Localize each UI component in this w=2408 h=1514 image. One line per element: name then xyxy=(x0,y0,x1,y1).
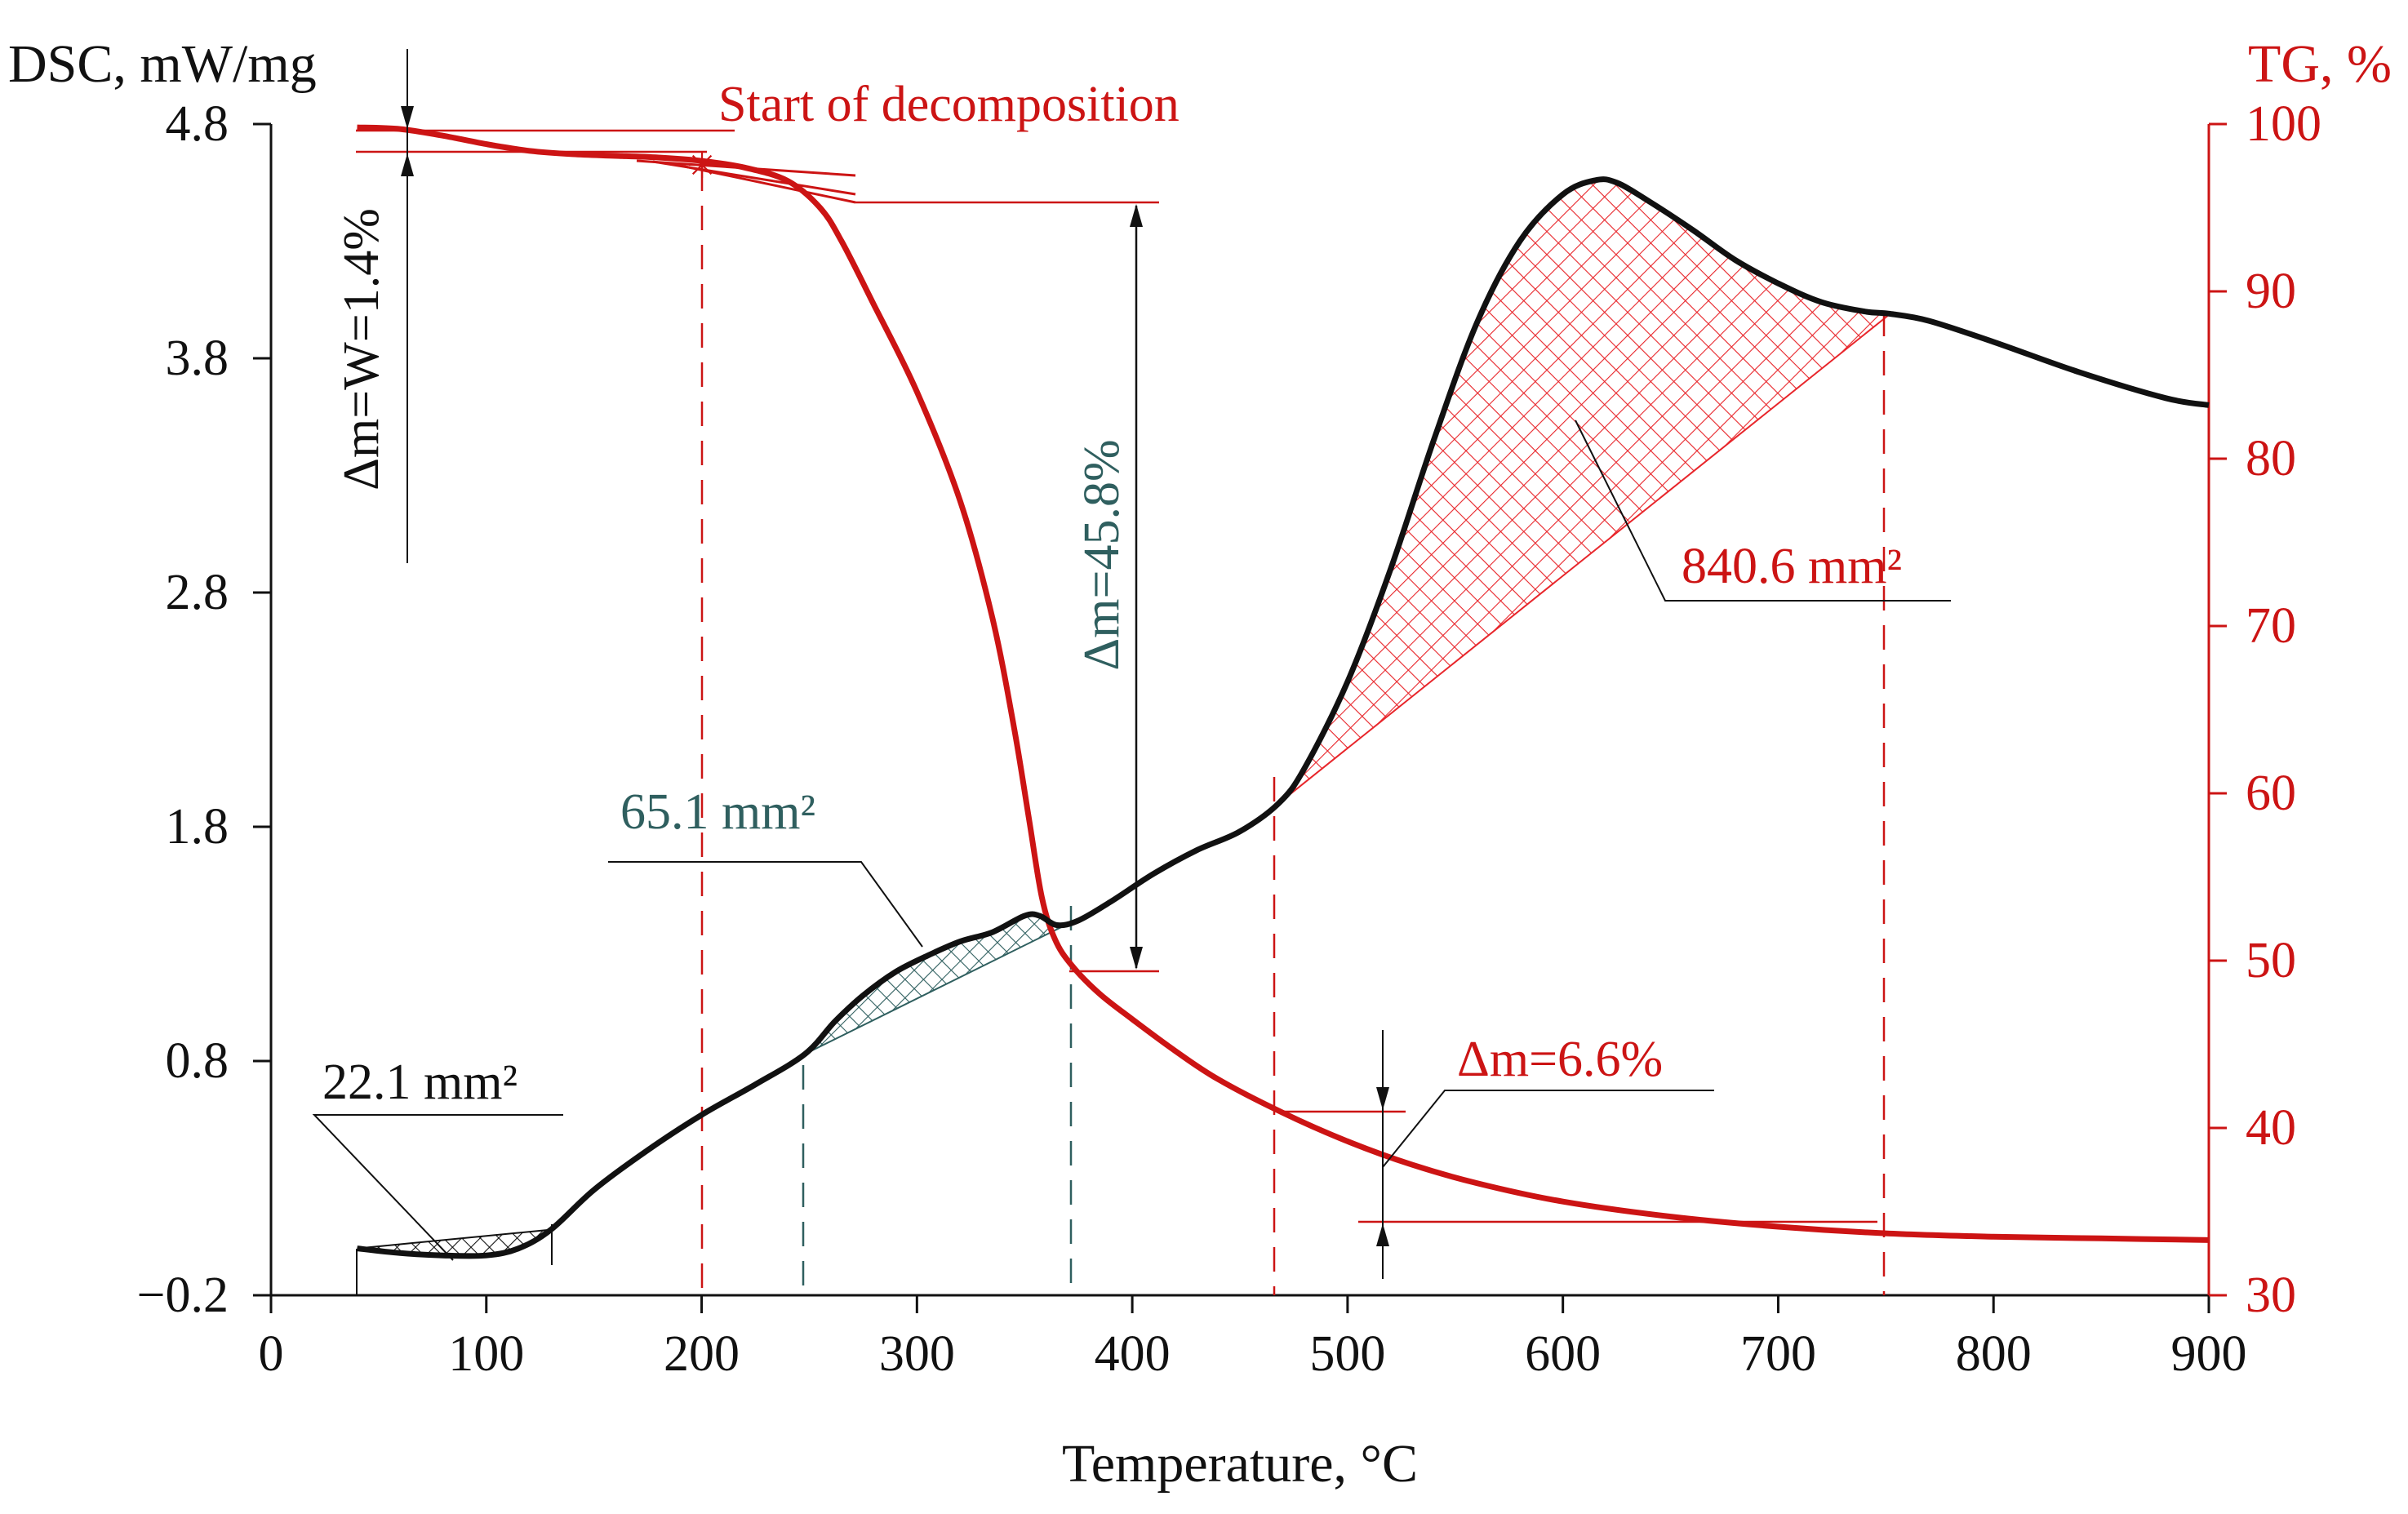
y-right-ticks: 30 40 50 60 70 80 90 100 xyxy=(2209,96,2321,1323)
area3-callout: 840.6 mm² xyxy=(1575,420,1951,602)
x-tick-label: 400 xyxy=(1095,1326,1171,1382)
x-tick-label: 800 xyxy=(1956,1326,2032,1382)
y-right-axis-title: TG, % xyxy=(2248,34,2392,94)
y-right-tick-label: 70 xyxy=(2246,598,2296,654)
y-left-tick-label: 0.8 xyxy=(166,1033,229,1089)
y-right-tick-label: 100 xyxy=(2246,96,2321,152)
dsc-curve xyxy=(357,176,2210,1259)
y-right-tick-label: 90 xyxy=(2246,264,2296,319)
y-right-tick-label: 50 xyxy=(2246,933,2296,988)
secondary-loss-annotation: Δm=6.6% xyxy=(1283,1030,1877,1279)
area3-label: 840.6 mm² xyxy=(1682,539,1902,594)
x-tick-label: 100 xyxy=(448,1326,524,1382)
tg-curve xyxy=(357,124,2210,1243)
x-tick-label: 700 xyxy=(1740,1326,1816,1382)
shaded-area-3 xyxy=(1277,178,1893,805)
shaded-area-2 xyxy=(804,913,1073,1055)
main-loss-annotation: Δm=45.8% xyxy=(855,201,1159,973)
x-ticks: 0 100 200 300 400 500 600 700 800 900 xyxy=(259,1295,2247,1382)
y-right-tick-label: 30 xyxy=(2246,1268,2296,1323)
moisture-loss-label: Δm=W=1.4% xyxy=(334,208,389,491)
guide-lines xyxy=(356,166,1886,1295)
start-decomposition-label: Start of decomposition xyxy=(718,77,1180,132)
y-right-tick-label: 40 xyxy=(2246,1100,2296,1156)
moisture-loss-annotation: Δm=W=1.4% xyxy=(334,49,735,563)
x-tick-label: 200 xyxy=(664,1326,740,1382)
x-tick-label: 0 xyxy=(259,1326,284,1382)
y-left-tick-label: −0.2 xyxy=(137,1268,229,1323)
x-tick-label: 300 xyxy=(879,1326,955,1382)
x-tick-label: 600 xyxy=(1525,1326,1601,1382)
area1-callout: 22.1 mm² xyxy=(312,1054,563,1261)
x-tick-label: 900 xyxy=(2171,1326,2247,1382)
main-loss-label: Δm=45.8% xyxy=(1074,439,1130,670)
y-left-ticks: −0.2 0.8 1.8 2.8 3.8 4.8 xyxy=(137,96,271,1323)
area2-callout: 65.1 mm² xyxy=(608,784,923,948)
secondary-loss-label: Δm=6.6% xyxy=(1457,1032,1663,1087)
shaded-areas xyxy=(357,178,1893,1257)
y-left-tick-label: 4.8 xyxy=(166,96,229,152)
y-left-tick-label: 2.8 xyxy=(166,565,229,620)
x-axis-title: Temperature, °C xyxy=(1062,1434,1418,1494)
y-left-tick-label: 1.8 xyxy=(166,799,229,855)
y-left-tick-label: 3.8 xyxy=(166,331,229,386)
y-right-tick-label: 60 xyxy=(2246,766,2296,821)
area1-label: 22.1 mm² xyxy=(322,1054,518,1110)
area2-label: 65.1 mm² xyxy=(620,784,815,840)
y-left-axis-title: DSC, mW/mg xyxy=(8,34,317,94)
y-right-tick-label: 80 xyxy=(2246,431,2296,486)
x-tick-label: 500 xyxy=(1309,1326,1385,1382)
